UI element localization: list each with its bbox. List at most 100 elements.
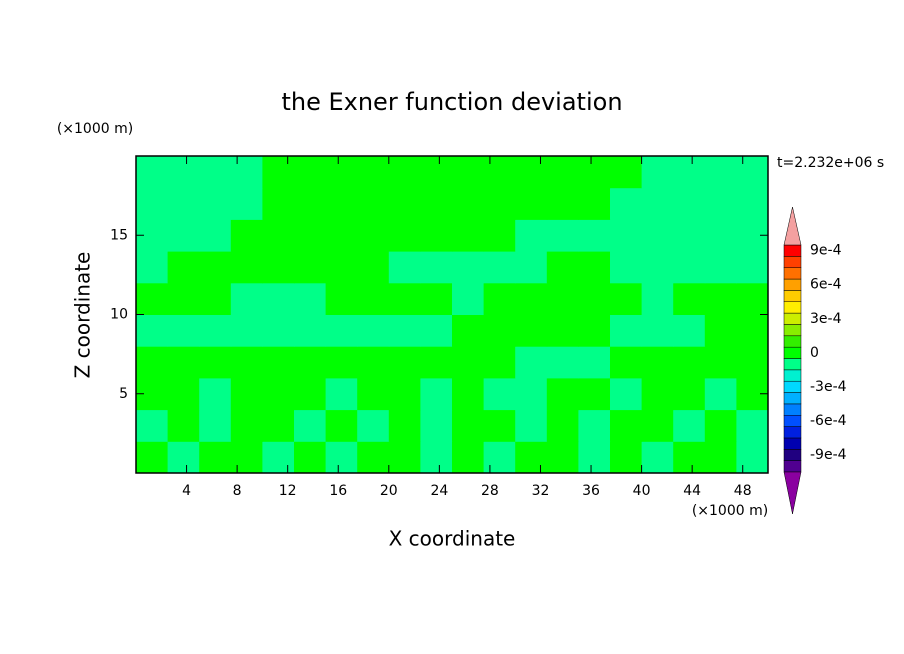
- field-cell: [388, 441, 421, 474]
- field-cell: [167, 441, 200, 474]
- y-tick-label: 10: [110, 307, 128, 323]
- field-cell: [420, 346, 453, 379]
- field-cell: [452, 377, 485, 411]
- field-cell: [515, 187, 548, 220]
- field-cell: [452, 409, 485, 442]
- field-cell: [483, 346, 516, 379]
- field-cell: [736, 346, 769, 379]
- field-cell: [673, 377, 706, 411]
- field-cell: [388, 219, 421, 252]
- field-cell: [199, 346, 232, 379]
- field-cell: [578, 187, 611, 220]
- field-cell: [452, 251, 485, 284]
- field-cell: [388, 409, 421, 442]
- field-cell: [325, 346, 358, 379]
- field-cell: [325, 441, 358, 474]
- colorbar-box: [783, 256, 802, 268]
- field-cell: [230, 314, 263, 347]
- field-cell: [230, 409, 263, 442]
- field-cell: [262, 346, 295, 379]
- field-cell: [136, 187, 169, 220]
- field-cell: [546, 346, 579, 379]
- field-cell: [230, 187, 263, 220]
- colorbar-box: [783, 380, 802, 393]
- field-cell: [167, 219, 200, 252]
- field-cell: [357, 251, 390, 284]
- colorbar-tick-label: -6e-4: [810, 413, 847, 429]
- x-tick-label: 40: [633, 483, 651, 499]
- field-cell: [546, 409, 579, 442]
- field-cell: [294, 156, 327, 189]
- colorbar-box: [783, 335, 802, 348]
- colorbar-tick-label: 3e-4: [810, 311, 842, 327]
- field-cell: [357, 187, 390, 220]
- field-cell: [388, 187, 421, 220]
- field-cell: [736, 282, 769, 315]
- field-cell: [199, 377, 232, 411]
- field-cell: [704, 346, 737, 379]
- field-cell: [610, 409, 643, 442]
- field-cell: [736, 251, 769, 284]
- field-cell: [610, 314, 643, 347]
- field-cell: [325, 377, 358, 411]
- colorbar-tick-label: 6e-4: [810, 277, 842, 293]
- colorbar-box: [783, 346, 802, 359]
- field-cell: [704, 314, 737, 347]
- field-cell: [230, 441, 263, 474]
- field-cell: [167, 377, 200, 411]
- field-cell: [515, 219, 548, 252]
- field-cell: [704, 219, 737, 252]
- field-cell: [673, 314, 706, 347]
- field-cell: [483, 409, 516, 442]
- field-cell: [515, 441, 548, 474]
- field-cell: [262, 314, 295, 347]
- field-cell: [641, 251, 674, 284]
- field-cell: [420, 219, 453, 252]
- x-tick-label: 4: [182, 483, 191, 499]
- field-cell: [704, 441, 737, 474]
- field-cell: [167, 409, 200, 442]
- field-cell: [546, 187, 579, 220]
- field-cell: [230, 156, 263, 189]
- field-cell: [294, 251, 327, 284]
- field-cell: [673, 219, 706, 252]
- field-cell: [483, 251, 516, 284]
- field-cell: [578, 441, 611, 474]
- field-cell: [641, 314, 674, 347]
- field-cell: [578, 219, 611, 252]
- colorbar-under: [783, 471, 802, 515]
- field-cell: [262, 441, 295, 474]
- field-cell: [546, 156, 579, 189]
- field-cell: [641, 156, 674, 189]
- field-cell: [704, 409, 737, 442]
- field-cell: [610, 441, 643, 474]
- x-unit: (×1000 m): [692, 503, 768, 519]
- field-cell: [641, 441, 674, 474]
- field-cell: [546, 377, 579, 411]
- colorbar-box: [783, 358, 802, 371]
- field-cell: [641, 187, 674, 220]
- field-cell: [294, 377, 327, 411]
- field-cell: [199, 282, 232, 315]
- field-cell: [610, 346, 643, 379]
- field-cell: [199, 187, 232, 220]
- colorbar-box: [783, 301, 802, 314]
- colorbar-box: [783, 312, 802, 325]
- field-cell: [230, 219, 263, 252]
- colorbar-box: [783, 415, 802, 427]
- field-cell: [262, 219, 295, 252]
- field-cell: [673, 187, 706, 220]
- field-cell: [641, 219, 674, 252]
- field-cell: [357, 314, 390, 347]
- x-tick-label: 48: [734, 483, 752, 499]
- field-cell: [483, 314, 516, 347]
- colorbar-box: [783, 437, 802, 450]
- field-cell: [136, 346, 169, 379]
- field-cell: [136, 441, 169, 474]
- field-cell: [641, 282, 674, 315]
- field-cell: [230, 282, 263, 315]
- field-cell: [515, 346, 548, 379]
- field-cell: [578, 377, 611, 411]
